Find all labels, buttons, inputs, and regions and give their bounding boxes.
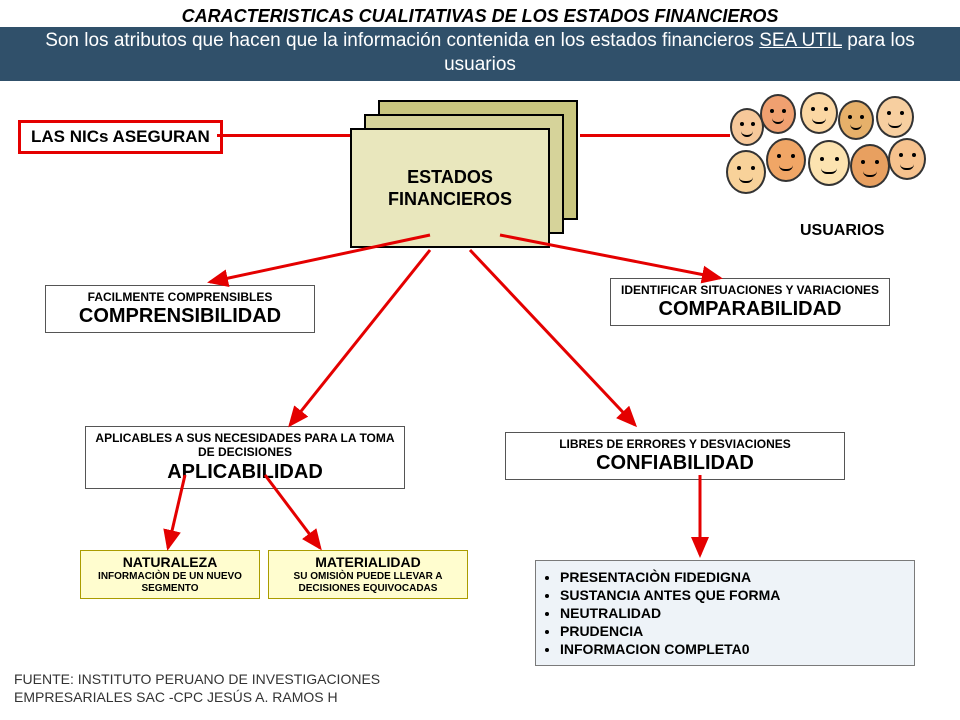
usuarios-label: USUARIOS — [800, 222, 884, 240]
source-note: FUENTE: INSTITUTO PERUANO DE INVESTIGACI… — [14, 671, 380, 706]
subtitle-util: SEA UTIL — [759, 30, 842, 51]
confiabilidad-title: CONFIABILIDAD — [512, 451, 838, 475]
box-comprensibilidad: FACILMENTE COMPRENSIBLES COMPRENSIBILIDA… — [45, 285, 315, 333]
confiabilidad-item: PRESENTACIÒN FIDEDIGNA — [560, 569, 908, 585]
box-comparabilidad: IDENTIFICAR SITUACIONES Y VARIACIONES CO… — [610, 278, 890, 326]
subtitle-pre: Son los atributos que hacen que la infor… — [45, 30, 759, 51]
source-line1: FUENTE: INSTITUTO PERUANO DE INVESTIGACI… — [14, 671, 380, 687]
confiabilidad-list: PRESENTACIÒN FIDEDIGNA SUSTANCIA ANTES QU… — [535, 560, 915, 666]
ef-label: ESTADOS FINANCIEROS — [356, 166, 544, 211]
aplicabilidad-title: APLICABILIDAD — [92, 460, 398, 484]
confiabilidad-item: SUSTANCIA ANTES QUE FORMA — [560, 587, 908, 603]
box-aplicabilidad: APLICABLES A SUS NECESIDADES PARA LA TOM… — [85, 426, 405, 489]
ef-card-front: ESTADOS FINANCIEROS — [350, 128, 550, 248]
confiabilidad-item: PRUDENCIA — [560, 623, 908, 639]
naturaleza-title: NATURALEZA — [86, 554, 254, 571]
title-band: CARACTERISTICAS CUALITATIVAS DE LOS ESTA… — [0, 0, 960, 27]
aplicabilidad-sub: APLICABLES A SUS NECESIDADES PARA LA TOM… — [92, 431, 398, 460]
materialidad-title: MATERIALIDAD — [274, 554, 462, 571]
box-naturaleza: NATURALEZA INFORMACIÒN DE UN NUEVO SEGME… — [80, 550, 260, 599]
comprensibilidad-sub: FACILMENTE COMPRENSIBLES — [52, 290, 308, 304]
connector-ef-users — [580, 134, 730, 137]
comprensibilidad-title: COMPRENSIBILIDAD — [52, 304, 308, 328]
materialidad-desc: SU OMISIÒN PUEDE LLEVAR A DECISIONES EQU… — [274, 571, 462, 595]
box-confiabilidad: LIBRES DE ERRORES Y DESVIACIONES CONFIAB… — [505, 432, 845, 480]
confiabilidad-item: INFORMACION COMPLETA0 — [560, 641, 908, 657]
source-line2: EMPRESARIALES SAC -CPC JESÚS A. RAMOS H — [14, 689, 338, 705]
nics-box: LAS NICs ASEGURAN — [18, 120, 223, 154]
connector-nics-ef — [217, 134, 367, 137]
page-title: CARACTERISTICAS CUALITATIVAS DE LOS ESTA… — [10, 6, 950, 27]
users-crowd-icon — [720, 90, 930, 220]
confiabilidad-sub: LIBRES DE ERRORES Y DESVIACIONES — [512, 437, 838, 451]
comparabilidad-sub: IDENTIFICAR SITUACIONES Y VARIACIONES — [617, 283, 883, 297]
confiabilidad-item: NEUTRALIDAD — [560, 605, 908, 621]
box-materialidad: MATERIALIDAD SU OMISIÒN PUEDE LLEVAR A D… — [268, 550, 468, 599]
naturaleza-desc: INFORMACIÒN DE UN NUEVO SEGMENTO — [86, 571, 254, 595]
comparabilidad-title: COMPARABILIDAD — [617, 297, 883, 321]
subtitle-band: Son los atributos que hacen que la infor… — [0, 27, 960, 81]
